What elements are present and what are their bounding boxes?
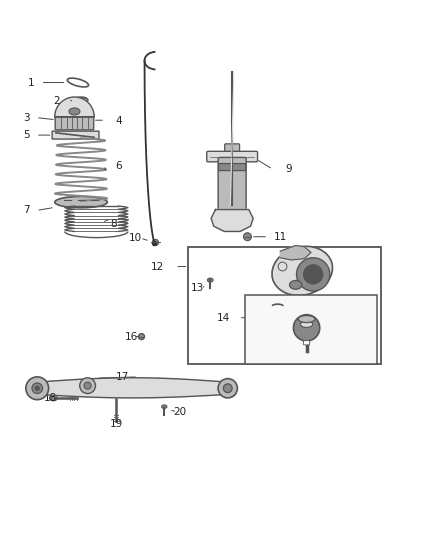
FancyBboxPatch shape [52, 131, 99, 139]
Ellipse shape [207, 278, 213, 282]
Circle shape [244, 233, 251, 241]
Text: 2: 2 [53, 96, 60, 106]
Text: 19: 19 [110, 419, 123, 429]
Text: 16: 16 [125, 332, 138, 342]
Bar [188, 247, 381, 364]
Text: 14: 14 [217, 313, 230, 323]
Ellipse shape [152, 239, 159, 246]
Text: 18: 18 [44, 393, 57, 403]
Text: 7: 7 [23, 205, 30, 215]
Text: 6: 6 [115, 161, 122, 171]
FancyBboxPatch shape [55, 116, 94, 130]
Circle shape [84, 382, 91, 389]
FancyBboxPatch shape [219, 164, 246, 171]
Ellipse shape [300, 321, 313, 327]
Ellipse shape [138, 334, 145, 340]
Circle shape [304, 265, 323, 284]
Circle shape [80, 378, 95, 393]
Text: 13: 13 [191, 282, 204, 293]
Ellipse shape [162, 405, 167, 408]
Circle shape [293, 314, 320, 341]
Text: 8: 8 [110, 219, 117, 229]
Text: 11: 11 [274, 232, 287, 242]
Circle shape [244, 221, 249, 226]
Circle shape [297, 258, 330, 291]
Bar [245, 295, 377, 364]
Ellipse shape [49, 395, 57, 401]
Ellipse shape [69, 108, 80, 115]
Text: 15: 15 [287, 302, 300, 312]
Text: 20: 20 [173, 407, 186, 417]
Text: 3: 3 [23, 112, 30, 123]
FancyBboxPatch shape [207, 151, 258, 162]
Wedge shape [55, 97, 94, 117]
Circle shape [32, 383, 42, 393]
Polygon shape [37, 378, 228, 398]
Circle shape [215, 221, 221, 226]
Circle shape [26, 377, 49, 400]
Polygon shape [280, 246, 311, 260]
FancyBboxPatch shape [218, 157, 246, 211]
Ellipse shape [113, 387, 119, 391]
Text: 9: 9 [286, 164, 293, 174]
Circle shape [35, 386, 39, 391]
Text: 10: 10 [129, 233, 142, 243]
Ellipse shape [272, 246, 332, 295]
Ellipse shape [298, 316, 315, 322]
Text: 4: 4 [115, 116, 122, 126]
Ellipse shape [290, 280, 302, 289]
Text: 1: 1 [27, 77, 34, 87]
Polygon shape [211, 209, 253, 231]
FancyBboxPatch shape [304, 341, 310, 345]
Text: 17: 17 [116, 372, 129, 382]
Text: 12: 12 [151, 262, 164, 271]
FancyBboxPatch shape [225, 144, 240, 154]
Circle shape [218, 378, 237, 398]
Ellipse shape [55, 197, 107, 208]
Text: 5: 5 [23, 130, 30, 140]
Circle shape [223, 384, 232, 393]
Circle shape [278, 262, 287, 271]
